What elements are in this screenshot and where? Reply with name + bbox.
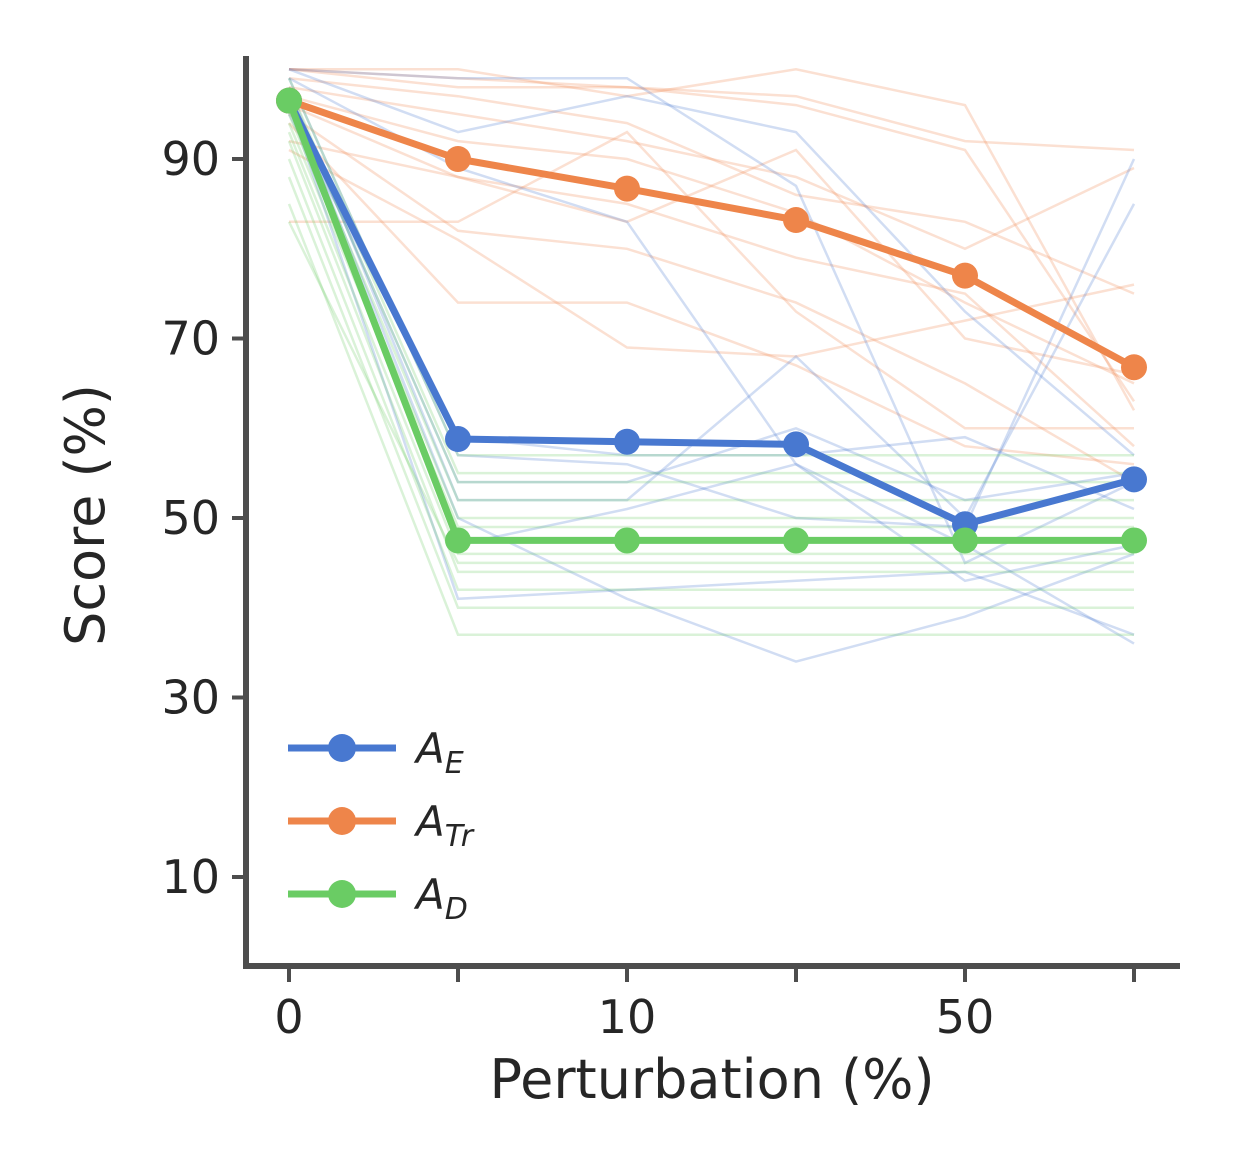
background-run-orange-2: [288, 76, 1135, 295]
background-run-blue-8: [287, 95, 1135, 502]
background-run-green-0: [287, 77, 1134, 457]
background-run-blue-0: [288, 68, 1135, 457]
legend-label-ad: AD: [413, 870, 468, 927]
background-run-orange-8: [288, 139, 1135, 376]
main-series: [276, 87, 1147, 554]
legend: AE ATr AD: [288, 724, 475, 927]
legend-label-ae: AE: [413, 724, 464, 781]
background-run-green-7: [287, 140, 1134, 574]
series-point-ad-3: [783, 527, 809, 554]
series-point-ad-5: [1121, 527, 1147, 554]
background-run-blue-1: [287, 77, 1136, 529]
series-point-ad-4: [952, 527, 978, 554]
series-line-ad: [285, 99, 1134, 544]
background-run-blue-6: [288, 68, 1135, 565]
y-tick-label-50: 50: [161, 491, 220, 545]
background-run-orange-7: [288, 122, 1135, 466]
series-point-ad-2: [614, 527, 640, 554]
series-line-atr: [287, 97, 1136, 371]
series-point-atr-1: [445, 146, 471, 172]
legend-label-atr: ATr: [413, 797, 475, 854]
background-run-green-4: [287, 113, 1134, 520]
series-point-atr-2: [614, 175, 640, 202]
x-axis-label: Perturbation (%): [489, 1048, 934, 1111]
background-run-orange-10: [289, 130, 1134, 430]
series-line-ae: [285, 99, 1135, 528]
background-run-orange-3: [288, 85, 1135, 251]
y-tick-label-70: 70: [161, 312, 220, 366]
background-run-orange-4: [288, 94, 1135, 385]
background-run-blue-3: [287, 95, 1135, 663]
background-run-green-6: [287, 131, 1134, 556]
series-point-ad-1: [445, 527, 471, 554]
background-run-orange-5: [288, 103, 1135, 448]
background-run-orange-1: [288, 68, 1135, 152]
background-run-green-1: [287, 86, 1134, 475]
series-point-ae-2: [614, 428, 640, 455]
background-run-blue-7: [288, 77, 1135, 583]
background-run-orange-9: [288, 148, 1135, 358]
series-point-ae-1: [445, 426, 471, 453]
series-point-ae-5: [1121, 466, 1147, 493]
background-run-orange-6: [288, 113, 1135, 484]
background-run-green-3: [287, 104, 1134, 502]
axes: [243, 56, 1180, 969]
background-run-green-10: [287, 203, 1134, 636]
legend-marker-ad: [328, 880, 356, 908]
x-tick-label-2: 10: [598, 990, 657, 1044]
y-ticks: 10 30 50 70 90: [161, 132, 246, 904]
background-run-orange-11: [288, 68, 1136, 402]
series-point-ae-3: [783, 431, 809, 458]
y-tick-label-10: 10: [161, 850, 220, 904]
background-run-green-2: [287, 95, 1134, 484]
x-ticks: 0 10 50: [274, 966, 1136, 1044]
background-run-green-9: [287, 176, 1134, 610]
background-run-green-11: [287, 221, 1134, 565]
series-point-ad-0: [276, 87, 302, 114]
legend-marker-atr: [328, 807, 356, 835]
background-run-blue-2: [287, 86, 1136, 521]
x-tick-label-0: 0: [274, 990, 303, 1044]
series-point-atr-4: [952, 262, 978, 289]
x-tick-label-4: 50: [936, 990, 995, 1044]
y-axis-label: Score (%): [54, 384, 117, 646]
series-point-atr-3: [783, 207, 809, 234]
background-run-blue-4: [287, 104, 1135, 636]
y-tick-label-90: 90: [161, 132, 220, 186]
legend-marker-ae: [328, 734, 356, 762]
background-run-orange-0: [289, 68, 1136, 411]
background-runs: [287, 68, 1136, 663]
background-run-green-8: [287, 158, 1134, 592]
series-point-atr-5: [1121, 354, 1147, 381]
y-tick-label-30: 30: [161, 671, 220, 725]
